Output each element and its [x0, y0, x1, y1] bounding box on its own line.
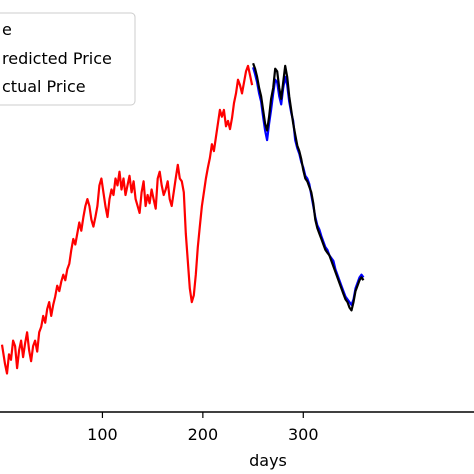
legend-entry-label: e [2, 20, 12, 39]
legend-box [0, 12, 136, 106]
legend-entry-label: ctual Price [2, 77, 86, 96]
x-tick-label: 300 [288, 425, 319, 444]
x-tick-label: 100 [87, 425, 118, 444]
series-line-0 [0, 64, 254, 375]
series-line-2 [252, 62, 365, 312]
plot-frame [0, 411, 474, 413]
x-tick-label: 200 [188, 425, 219, 444]
x-axis-label: days [249, 451, 287, 470]
legend-entry-label: redicted Price [2, 49, 112, 68]
legend: e redicted Price ctual Price [0, 12, 136, 106]
x-axis-ticks: 100 200 300 [87, 412, 319, 444]
